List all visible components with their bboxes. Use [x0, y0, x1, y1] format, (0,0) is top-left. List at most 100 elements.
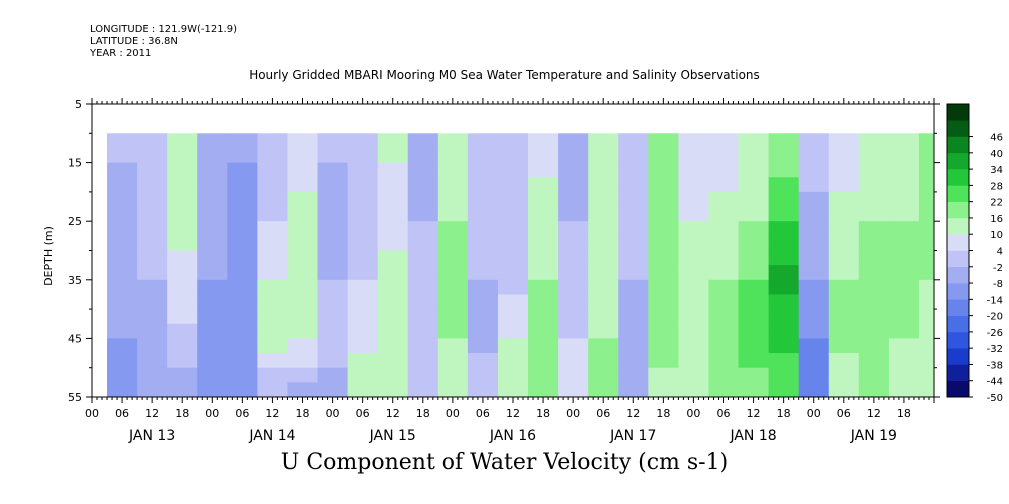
heatmap-cell — [497, 206, 529, 222]
heatmap-cell — [798, 353, 830, 369]
colorbar-swatch — [947, 104, 969, 121]
heatmap-cell — [467, 309, 499, 325]
heatmap-cell — [858, 265, 890, 281]
heatmap-cell — [347, 338, 379, 354]
x-hour-label: 12 — [265, 407, 279, 420]
x-day-label: JAN 15 — [369, 428, 416, 444]
heatmap-cell — [437, 235, 469, 251]
heatmap-cell — [558, 206, 589, 222]
heatmap-cell — [497, 367, 529, 383]
x-hour-label: 12 — [626, 407, 640, 420]
heatmap-cell — [918, 221, 935, 237]
heatmap-cell — [287, 147, 319, 164]
colorbar-label: -14 — [987, 295, 1003, 306]
heatmap-cell — [888, 279, 920, 295]
heatmap-cell — [678, 367, 709, 383]
heatmap-cell — [137, 279, 168, 295]
heatmap-cell — [558, 177, 589, 193]
heatmap-cell — [107, 221, 138, 237]
heatmap-cell — [588, 323, 619, 339]
heatmap-cell — [528, 250, 559, 266]
y-axis: 5 15 25 35 45 55 — [68, 98, 940, 404]
heatmap-cell — [678, 294, 709, 310]
heatmap-cell — [407, 338, 439, 354]
heatmap-cell — [347, 309, 379, 325]
heatmap-cell — [618, 279, 649, 295]
y-tick-label: 35 — [68, 274, 82, 287]
colorbar-swatch — [947, 299, 969, 316]
heatmap-cell — [197, 221, 228, 237]
heatmap-cell — [558, 367, 589, 383]
x-hour-label: 06 — [596, 407, 610, 420]
heatmap-cell — [768, 147, 800, 164]
x-hour-label: 06 — [115, 407, 129, 420]
heatmap-cell — [227, 250, 258, 266]
x-hour-label: 00 — [566, 407, 580, 420]
heatmap-cell — [317, 250, 349, 266]
heatmap-cell — [738, 279, 770, 295]
heatmap-cell — [828, 294, 860, 310]
heatmap-cell — [107, 265, 138, 281]
heatmap-cell — [528, 279, 559, 295]
heatmap-cell — [107, 191, 138, 208]
heatmap-cell — [107, 382, 138, 398]
heatmap-cell — [377, 265, 409, 281]
heatmap-cell — [407, 235, 439, 251]
heatmap-cell — [137, 382, 168, 398]
heatmap-cell — [227, 133, 258, 149]
heatmap-cell — [798, 133, 830, 149]
heatmap-cell — [257, 162, 288, 178]
x-day-label: JAN 19 — [850, 428, 897, 444]
colorbar-label: 16 — [990, 214, 1003, 225]
heatmap-cell — [588, 309, 619, 325]
heatmap-cell — [678, 162, 709, 178]
heatmap-cell — [437, 367, 469, 383]
heatmap-cell — [738, 382, 770, 398]
colorbar-label: 46 — [990, 133, 1003, 144]
heatmap-cell — [137, 133, 168, 149]
colorbar-label: -38 — [987, 360, 1003, 371]
heatmap-cell — [407, 147, 439, 164]
heatmap-cell — [347, 177, 379, 193]
colorbar-swatch — [947, 266, 969, 284]
heatmap-cell — [858, 177, 890, 193]
heatmap-cell — [678, 147, 709, 164]
heatmap-cell — [347, 206, 379, 222]
heatmap-cell — [287, 309, 319, 325]
heatmap-cell — [197, 309, 228, 325]
colorbar-swatch — [947, 364, 969, 382]
heatmap-cell — [407, 294, 439, 310]
heatmap-cell — [768, 338, 800, 354]
heatmap-cell — [287, 191, 319, 208]
heatmap-cell — [167, 162, 198, 178]
heatmap-cell — [798, 294, 830, 310]
heatmap-cell — [167, 235, 198, 251]
x-hour-label: 00 — [85, 407, 99, 420]
heatmap-cell — [107, 367, 138, 383]
heatmap-cell — [437, 162, 469, 178]
x-hour-label: 18 — [416, 407, 430, 420]
heatmap-cell — [137, 353, 168, 369]
heatmap-cell — [257, 309, 288, 325]
heatmap-cell — [407, 177, 439, 193]
heatmap-cell — [407, 221, 439, 237]
heatmap-cell — [257, 235, 288, 251]
heatmap-cell — [768, 294, 800, 310]
y-tick-label: 25 — [68, 215, 82, 228]
heatmap-cell — [588, 191, 619, 208]
heatmap-cell — [377, 162, 409, 178]
heatmap-cell — [798, 191, 830, 208]
colorbar: 46 40 34 28 22 16 10 4 -2 -8 -14 -20 -26 -32 -38 -44 -50 — [946, 103, 1003, 404]
heatmap-cell — [888, 367, 920, 383]
heatmap-cell — [137, 338, 168, 354]
heatmap-cell — [347, 265, 379, 281]
heatmap-cell — [377, 250, 409, 266]
x-hour-label: 06 — [235, 407, 249, 420]
heatmap-cell — [768, 323, 800, 339]
heatmap-cell — [407, 323, 439, 339]
heatmap-cell — [618, 309, 649, 325]
heatmap-cell — [437, 191, 469, 208]
colorbar-label: 22 — [990, 198, 1003, 209]
heatmap-cell — [558, 323, 589, 339]
heatmap-cell — [197, 133, 228, 149]
